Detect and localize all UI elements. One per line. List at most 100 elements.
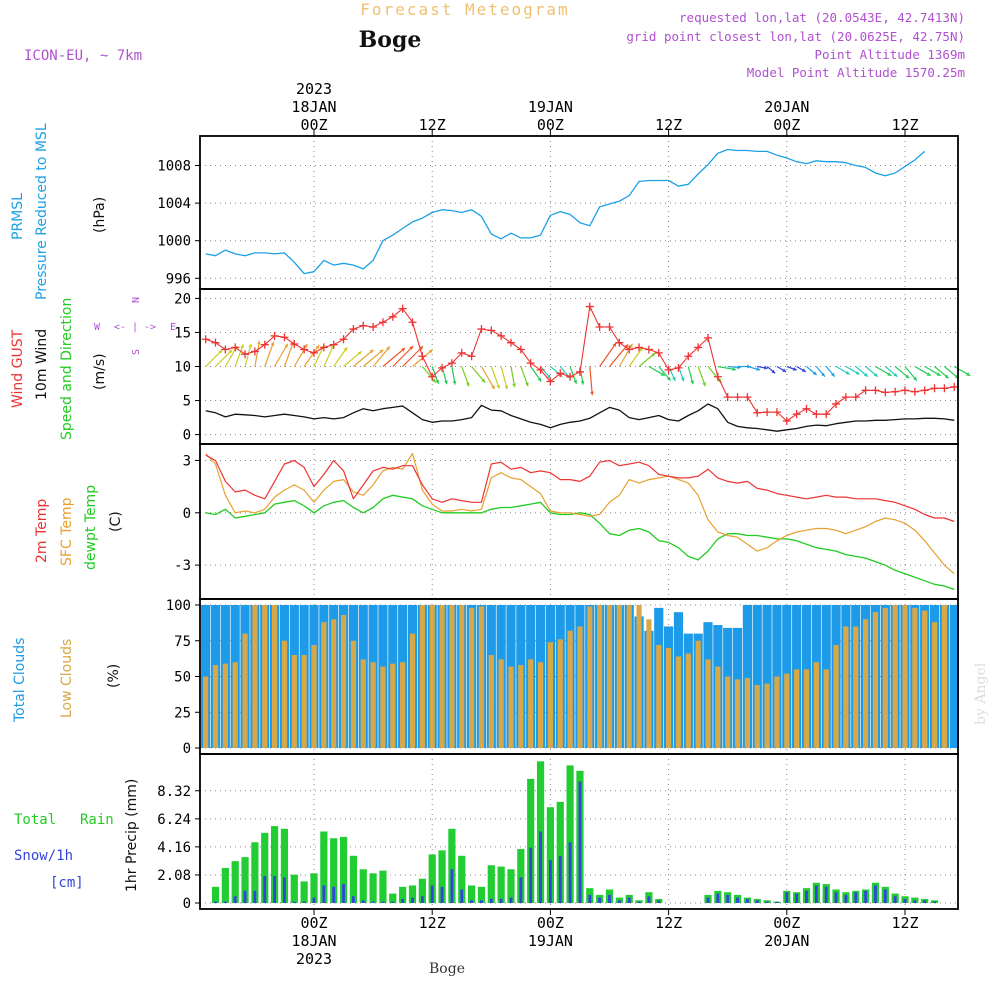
snow-bar bbox=[381, 901, 385, 903]
wind-arrow-shaft bbox=[303, 344, 320, 367]
rain-bar bbox=[271, 826, 279, 903]
wind-arrow bbox=[362, 349, 384, 367]
wind-arrow-shaft bbox=[490, 366, 500, 389]
wind-arrow-shaft bbox=[293, 343, 308, 367]
wind-arrow bbox=[303, 344, 320, 367]
pressure-y-axis: 996 1000 1004 1008 bbox=[157, 159, 958, 287]
wind-arrow-head bbox=[893, 372, 898, 377]
bottom-axis-label: 12Z bbox=[891, 914, 918, 932]
wind-arrow-shaft bbox=[264, 341, 275, 367]
low-cloud-bar bbox=[754, 685, 760, 748]
low-cloud-bar bbox=[331, 619, 337, 748]
grid-point-coords: grid point closest lon,lat (20.0625E, 42… bbox=[626, 29, 965, 44]
gust-line bbox=[205, 306, 955, 422]
gust-marker bbox=[694, 343, 703, 352]
low-cloud-bar bbox=[537, 662, 544, 748]
low-cloud-bar bbox=[892, 605, 898, 748]
low-cloud-bar bbox=[794, 669, 800, 748]
gust-marker bbox=[369, 323, 378, 332]
wind-arrow-head bbox=[830, 372, 835, 377]
precip-tick-label: 4.16 bbox=[157, 840, 191, 856]
wind-arrow-head bbox=[504, 385, 509, 390]
wind-arrow bbox=[530, 366, 542, 382]
wind-arrow-head bbox=[763, 365, 768, 370]
low-cloud-bar bbox=[557, 639, 563, 748]
wind-arrow bbox=[234, 344, 244, 367]
rain-bar bbox=[339, 836, 348, 903]
wind-arrow-head bbox=[863, 372, 868, 377]
low-cloud-bar bbox=[636, 605, 642, 748]
gust-marker bbox=[881, 388, 890, 397]
gust-marker bbox=[408, 318, 417, 327]
low-cloud-bar bbox=[882, 607, 888, 748]
snow-label: Snow/1h bbox=[14, 848, 73, 864]
snow-bar bbox=[430, 885, 434, 903]
wind-arrow-shaft bbox=[589, 366, 593, 396]
cm-label: [cm] bbox=[50, 875, 84, 891]
gust-marker bbox=[664, 365, 673, 374]
wind-arrow bbox=[520, 366, 529, 387]
wind-arrow-head bbox=[855, 370, 860, 375]
clouds-tick-label: 25 bbox=[174, 705, 191, 721]
wind-arrow-shaft bbox=[392, 345, 414, 367]
snow-bar bbox=[549, 859, 552, 903]
gust-marker bbox=[802, 404, 811, 413]
wind-arrow bbox=[953, 365, 971, 377]
low-cloud-bar bbox=[547, 642, 553, 748]
compass-s: S bbox=[131, 349, 142, 355]
snow-bar bbox=[814, 885, 818, 903]
precip-tick-label: 0 bbox=[183, 896, 191, 912]
compass-w: W bbox=[94, 322, 101, 333]
wind-arrow-shaft bbox=[254, 340, 261, 367]
rain-bar bbox=[300, 881, 308, 903]
wind-arrow bbox=[353, 349, 374, 367]
low-cloud-bar bbox=[459, 605, 465, 748]
gust-marker bbox=[674, 363, 683, 372]
low-cloud-bar bbox=[666, 647, 672, 748]
gust-marker bbox=[280, 333, 289, 342]
wind-arrow bbox=[717, 365, 737, 371]
speed-direction-label: Speed and Direction bbox=[59, 298, 75, 440]
low-cloud-bar bbox=[488, 655, 494, 748]
rain-bar bbox=[369, 873, 377, 903]
snow-bar bbox=[214, 901, 217, 903]
low-cloud-bar bbox=[744, 677, 750, 748]
wind-arrow-shaft bbox=[618, 343, 633, 367]
wind-arrow-head bbox=[782, 368, 787, 372]
dewpt-line bbox=[205, 494, 955, 591]
gust-marker bbox=[812, 410, 821, 419]
model-point-altitude: Model Point Altitude 1570.25m bbox=[747, 65, 965, 80]
low-cloud-bar bbox=[705, 659, 711, 748]
snow-bar bbox=[352, 896, 355, 903]
rain-bar bbox=[310, 873, 318, 903]
gust-marker bbox=[891, 387, 900, 396]
wind-arrow-head bbox=[491, 385, 495, 390]
wind-arrow-head bbox=[756, 367, 761, 371]
snow-bar bbox=[824, 886, 828, 903]
wind-arrow bbox=[392, 345, 414, 367]
snow-bar bbox=[371, 901, 375, 903]
gust-marker bbox=[270, 331, 279, 340]
gust-marker bbox=[349, 325, 358, 334]
gust-marker bbox=[615, 338, 624, 347]
gust-marker bbox=[438, 363, 447, 372]
gust-marker bbox=[260, 340, 269, 349]
gust-marker bbox=[487, 326, 496, 335]
wind-arrow bbox=[382, 347, 406, 367]
rain-bar bbox=[290, 874, 298, 903]
snow-bar bbox=[292, 901, 296, 903]
low-cloud-bar bbox=[281, 640, 288, 748]
wind-arrow bbox=[441, 366, 448, 385]
snow-bar bbox=[509, 897, 513, 903]
wind-arrow-head bbox=[428, 349, 433, 354]
snow-bar bbox=[223, 901, 227, 903]
low-cloud-bar bbox=[803, 669, 810, 748]
snow-bar bbox=[489, 898, 493, 903]
snow-bar bbox=[874, 885, 877, 903]
snow-bar bbox=[706, 897, 710, 903]
gust-marker bbox=[319, 343, 328, 352]
wind-arrow-head bbox=[409, 346, 414, 350]
snow-bar bbox=[795, 893, 799, 903]
gust-marker bbox=[250, 347, 259, 356]
gust-marker bbox=[477, 325, 486, 334]
